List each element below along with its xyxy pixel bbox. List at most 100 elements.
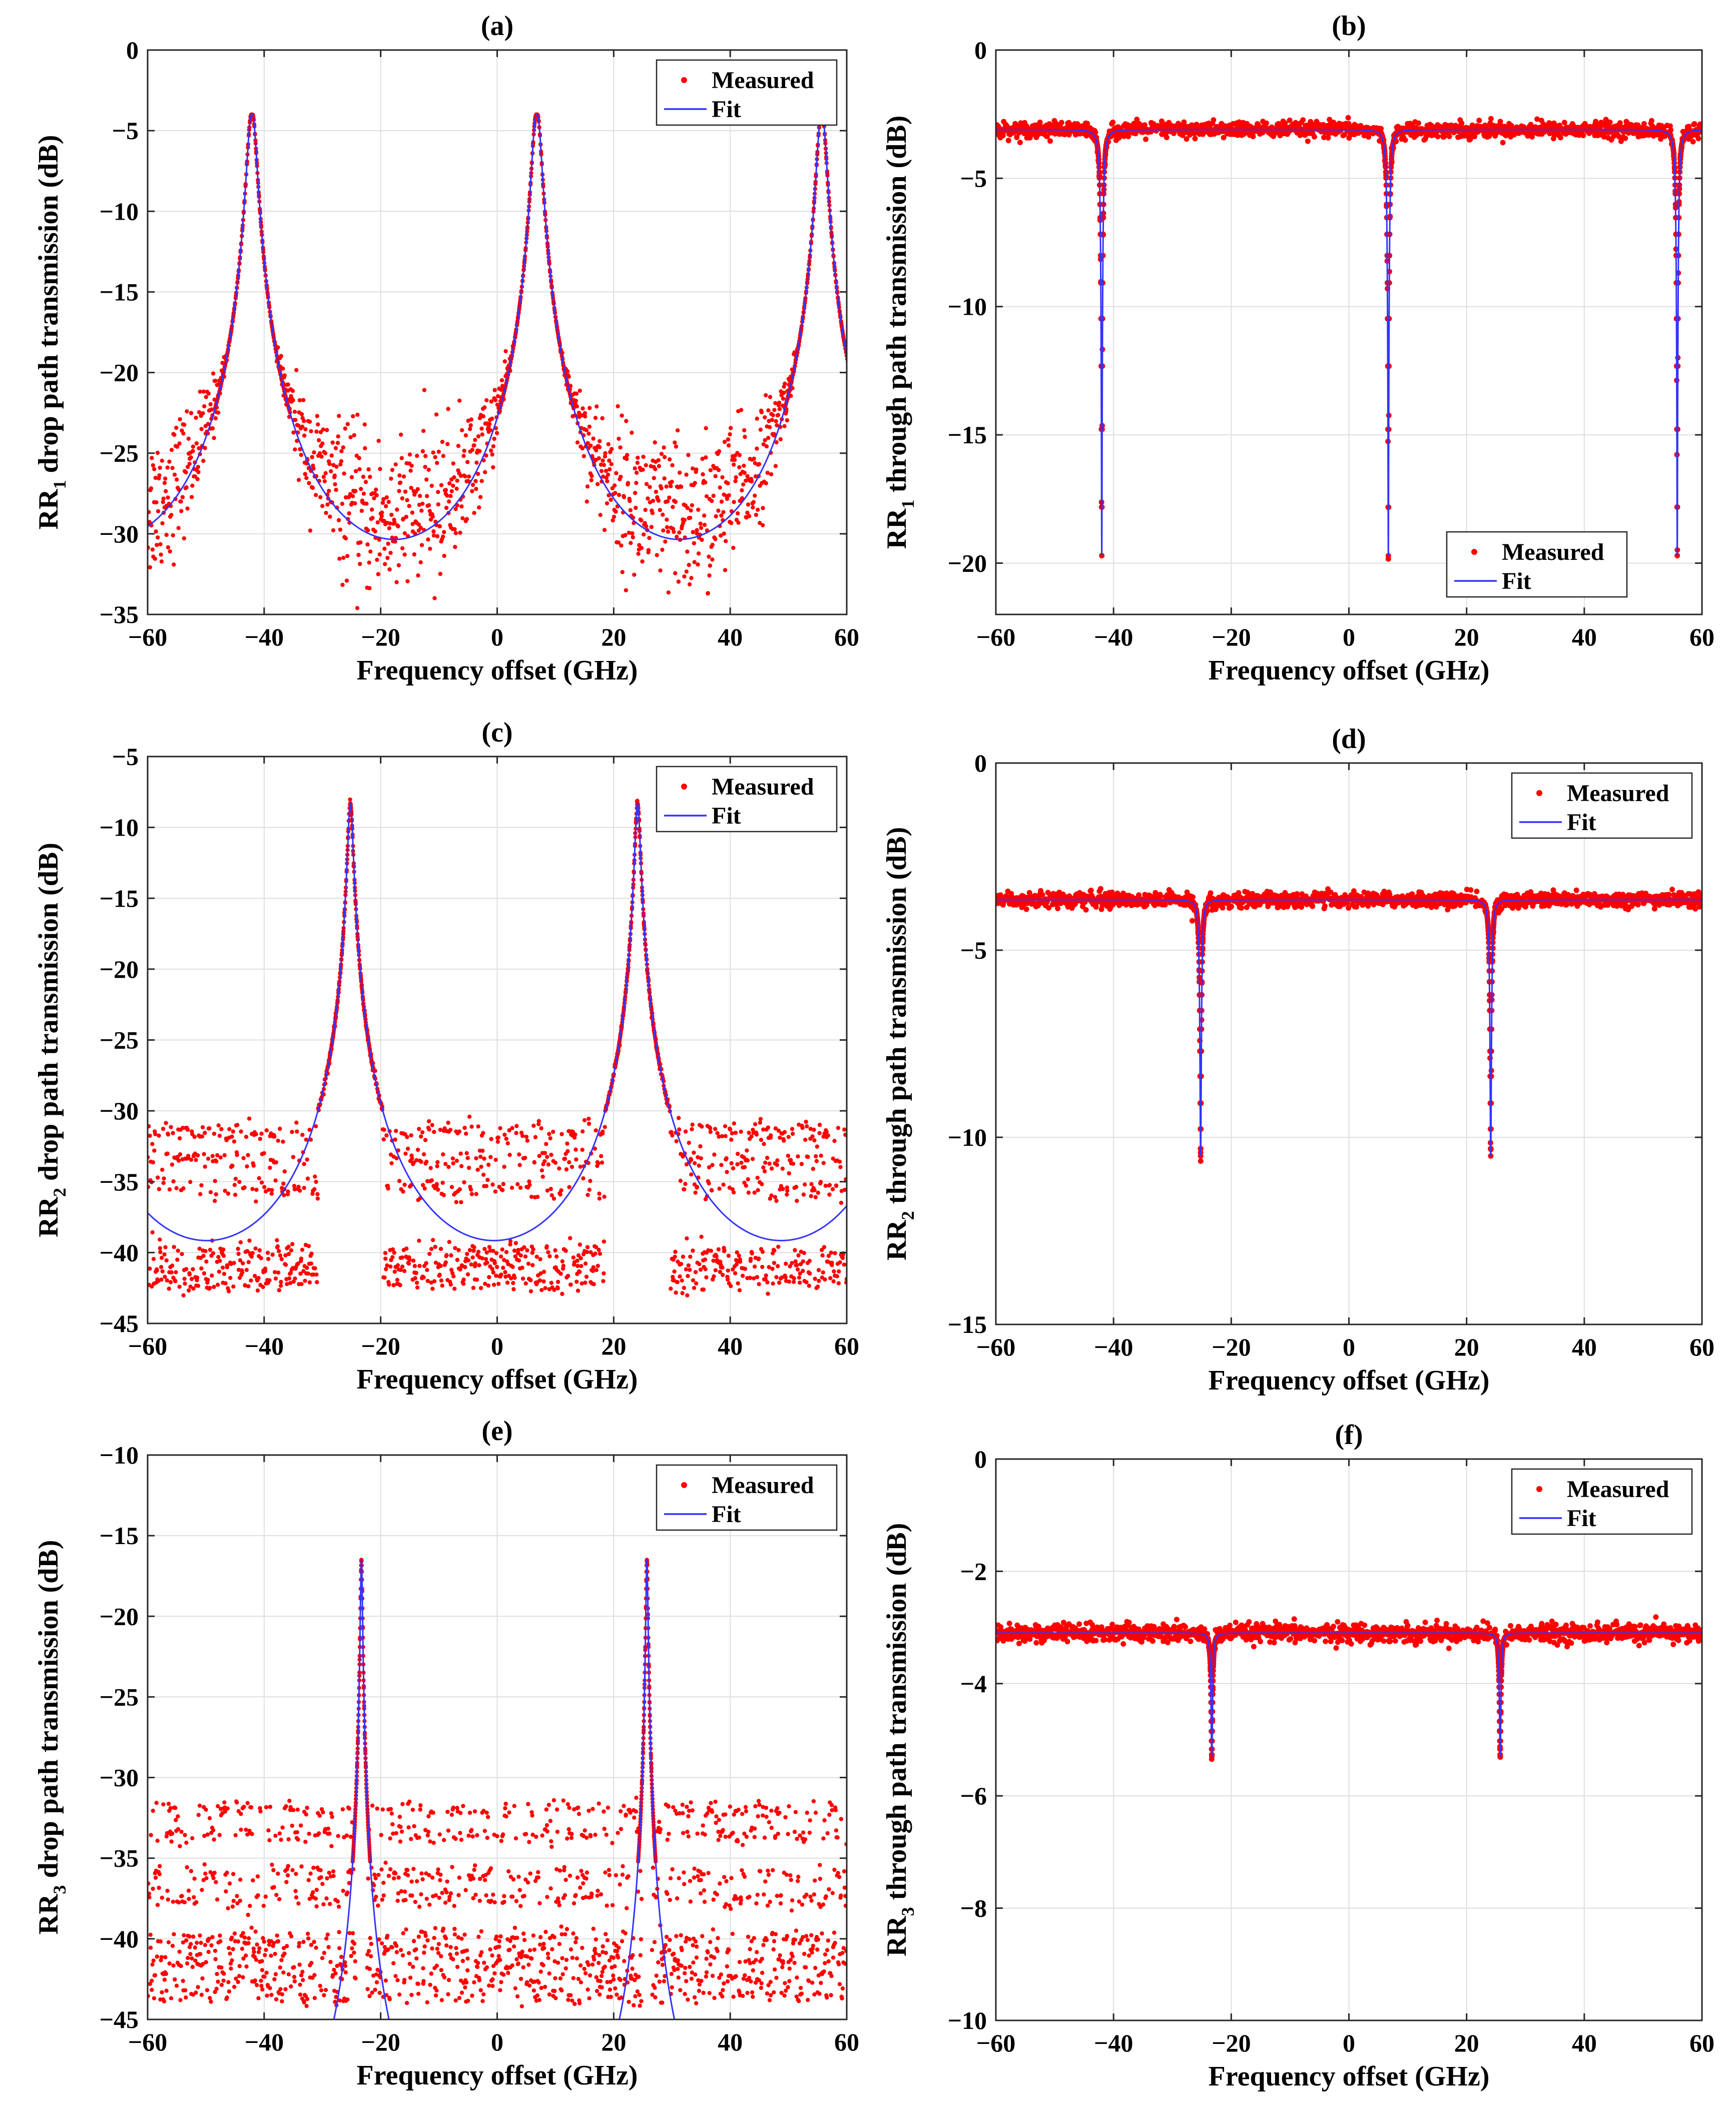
- measured-point: [161, 1181, 166, 1185]
- measured-point: [1601, 134, 1607, 140]
- measured-point: [345, 422, 350, 426]
- measured-point: [512, 1248, 517, 1253]
- measured-point: [201, 458, 206, 463]
- measured-point: [309, 429, 313, 433]
- measured-point: [601, 1129, 605, 1134]
- measured-point: [212, 436, 216, 440]
- measured-point: [199, 1183, 204, 1188]
- measured-point: [447, 499, 451, 504]
- measured-point: [587, 431, 591, 436]
- measured-point: [403, 1151, 408, 1156]
- measured-point: [384, 504, 388, 508]
- measured-point: [436, 490, 440, 494]
- measured-point: [221, 1253, 226, 1258]
- measured-point: [699, 525, 704, 530]
- measured-point: [164, 489, 168, 493]
- measured-point: [468, 427, 472, 431]
- measured-point: [399, 432, 403, 437]
- measured-point: [235, 1123, 240, 1127]
- measured-point: [490, 452, 494, 457]
- measured-point: [223, 1281, 228, 1285]
- measured-point: [603, 451, 608, 455]
- measured-point: [560, 1259, 565, 1264]
- measured-point: [441, 454, 445, 458]
- measured-point: [258, 1137, 262, 1141]
- measured-point: [474, 1156, 478, 1161]
- measured-point: [301, 398, 306, 402]
- measured-point: [406, 631, 410, 635]
- measured-point: [676, 579, 681, 584]
- measured-point: [158, 1237, 162, 1242]
- measured-point: [273, 1178, 278, 1183]
- x-tick-label: 40: [718, 623, 743, 651]
- measured-point: [418, 560, 423, 565]
- measured-point: [597, 1196, 602, 1201]
- measured-point: [540, 1174, 545, 1179]
- measured-point: [451, 483, 455, 488]
- measured-point: [167, 1286, 171, 1291]
- measured-point: [1159, 118, 1165, 124]
- measured-point: [587, 1116, 591, 1121]
- measured-point: [339, 459, 344, 463]
- measured-point: [1378, 126, 1384, 132]
- measured-point: [286, 1189, 290, 1194]
- measured-point: [317, 438, 321, 442]
- measured-point: [245, 1164, 249, 1169]
- measured-point: [630, 531, 635, 536]
- measured-point: [362, 422, 367, 427]
- measured-point: [325, 502, 330, 507]
- measured-point: [597, 445, 602, 449]
- measured-point: [679, 484, 684, 489]
- measured-point: [581, 406, 585, 411]
- measured-point: [855, 401, 859, 405]
- measured-point: [197, 410, 202, 414]
- measured-point: [471, 1285, 476, 1290]
- measured-point: [150, 547, 155, 552]
- measured-point: [667, 457, 672, 462]
- measured-point: [286, 382, 290, 387]
- measured-point: [168, 549, 172, 554]
- measured-point: [493, 1157, 498, 1162]
- measured-point: [708, 563, 713, 568]
- measured-point: [407, 504, 411, 508]
- measured-point: [609, 462, 614, 466]
- measured-point: [673, 499, 678, 504]
- chart-title: (a): [481, 11, 513, 42]
- measured-point: [509, 1185, 514, 1190]
- measured-point: [216, 1123, 221, 1128]
- measured-point: [639, 518, 644, 523]
- measured-point: [166, 545, 171, 550]
- measured-point: [267, 1278, 272, 1282]
- measured-point: [268, 1165, 272, 1170]
- measured-point: [430, 1123, 434, 1127]
- measured-point: [576, 410, 582, 415]
- measured-point: [327, 488, 331, 493]
- measured-point: [768, 395, 773, 399]
- measured-point: [503, 1270, 507, 1274]
- measured-point: [678, 1274, 682, 1279]
- measured-point: [692, 541, 697, 545]
- measured-point: [853, 394, 857, 398]
- measured-point: [707, 1181, 711, 1186]
- measured-point: [469, 417, 473, 422]
- measured-point: [583, 414, 588, 419]
- measured-point: [722, 439, 727, 444]
- measured-point: [650, 511, 655, 515]
- measured-point: [374, 493, 379, 497]
- legend-box: [656, 59, 838, 126]
- measured-point: [334, 464, 339, 469]
- measured-point: [306, 1271, 311, 1276]
- measured-point: [559, 1132, 564, 1136]
- measured-point: [600, 416, 605, 421]
- measured-point: [539, 1168, 544, 1173]
- measured-point: [687, 582, 692, 587]
- measured-point: [586, 441, 590, 445]
- measured-point: [691, 530, 696, 534]
- measured-point: [542, 1151, 547, 1155]
- measured-point: [1446, 134, 1452, 139]
- measured-point: [381, 497, 386, 501]
- measured-point: [436, 449, 441, 454]
- measured-point: [363, 480, 368, 484]
- measured-point: [465, 1156, 470, 1160]
